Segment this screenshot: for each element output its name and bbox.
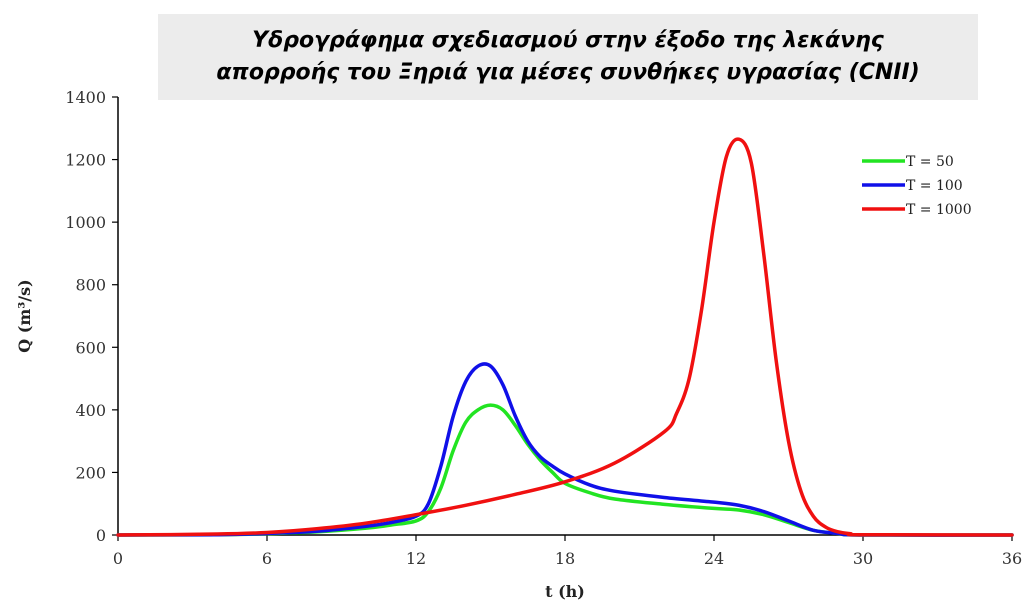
x-axis-label: t (h) — [545, 582, 585, 601]
x-tick-label: 12 — [406, 549, 426, 568]
legend-label-1: T = 50 — [906, 154, 954, 170]
y-tick-label: 1400 — [65, 88, 106, 107]
chart-title-box: Υδρογράφημα σχεδιασμού στην έξοδο της λε… — [158, 14, 978, 100]
series-line-2 — [116, 362, 1014, 537]
x-tick-label: 6 — [262, 549, 272, 568]
y-axis-label: Q (m³/s) — [15, 279, 34, 352]
legend-label-2: T = 100 — [906, 178, 963, 194]
y-tick-label: 800 — [75, 276, 106, 295]
y-tick-label: 400 — [75, 401, 106, 420]
x-tick-label: 36 — [1002, 549, 1022, 568]
y-tick-label: 1000 — [65, 213, 106, 232]
y-tick-label: 0 — [96, 526, 106, 545]
series-line-1 — [116, 403, 1014, 537]
x-tick-label: 24 — [704, 549, 724, 568]
x-tick-label: 30 — [853, 549, 873, 568]
x-tick-label: 18 — [555, 549, 575, 568]
chart-title-line-2: απορροής του Ξηριά για μέσες συνθήκες υγ… — [216, 60, 920, 85]
y-tick-label: 1200 — [65, 151, 106, 170]
series-line-3 — [116, 137, 1014, 537]
legend-label-3: T = 1000 — [906, 202, 972, 218]
chart-title-line-1: Υδρογράφημα σχεδιασμού στην έξοδο της λε… — [252, 28, 884, 53]
y-tick-label: 200 — [75, 463, 106, 482]
x-tick-label: 0 — [113, 549, 123, 568]
y-tick-label: 600 — [75, 338, 106, 357]
